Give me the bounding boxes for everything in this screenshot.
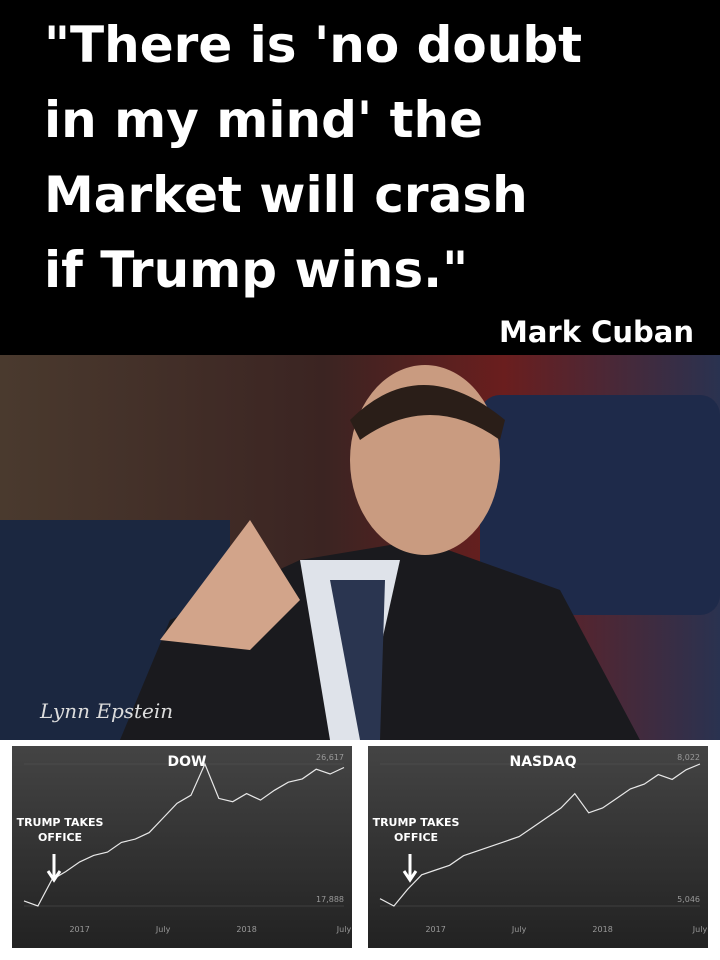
quote-line: in my mind' the	[44, 91, 483, 149]
y-tick-label: 8,022	[677, 753, 700, 762]
y-tick-label: 17,888	[316, 895, 344, 904]
chart-panel	[12, 746, 352, 948]
header-bg	[0, 0, 720, 355]
y-tick-label: 26,617	[316, 753, 344, 762]
quote-line: if Trump wins."	[44, 241, 468, 299]
arrow	[402, 854, 418, 883]
annotation: OFFICE	[38, 831, 82, 844]
data-line	[23, 762, 345, 907]
y-tick-label: 5,046	[677, 895, 700, 904]
x-tick-label: July	[511, 925, 527, 934]
x-tick-label: July	[692, 925, 708, 934]
quote-line: Market will crash	[44, 166, 528, 224]
photo-credit: Lynn Epstein	[39, 699, 173, 723]
annotation: OFFICE	[394, 831, 438, 844]
x-tick-label: July	[336, 925, 352, 934]
arrow	[46, 854, 62, 883]
quote-line: "There is 'no doubt	[44, 16, 582, 74]
x-tick-label: 2018	[236, 925, 256, 934]
photo: Lynn Epstein	[0, 355, 720, 740]
x-tick-label: July	[155, 925, 171, 934]
x-tick-label: 2017	[69, 925, 89, 934]
data-line	[379, 763, 701, 907]
chart-title: NASDAQ	[510, 754, 577, 770]
chart-panel	[368, 746, 708, 948]
annotation: TRUMP TAKES	[373, 816, 460, 829]
x-tick-label: 2017	[425, 925, 445, 934]
x-tick-label: 2018	[592, 925, 612, 934]
attribution: Mark Cuban	[499, 315, 694, 349]
chart-title: DOW	[168, 754, 207, 770]
annotation: TRUMP TAKES	[17, 816, 104, 829]
